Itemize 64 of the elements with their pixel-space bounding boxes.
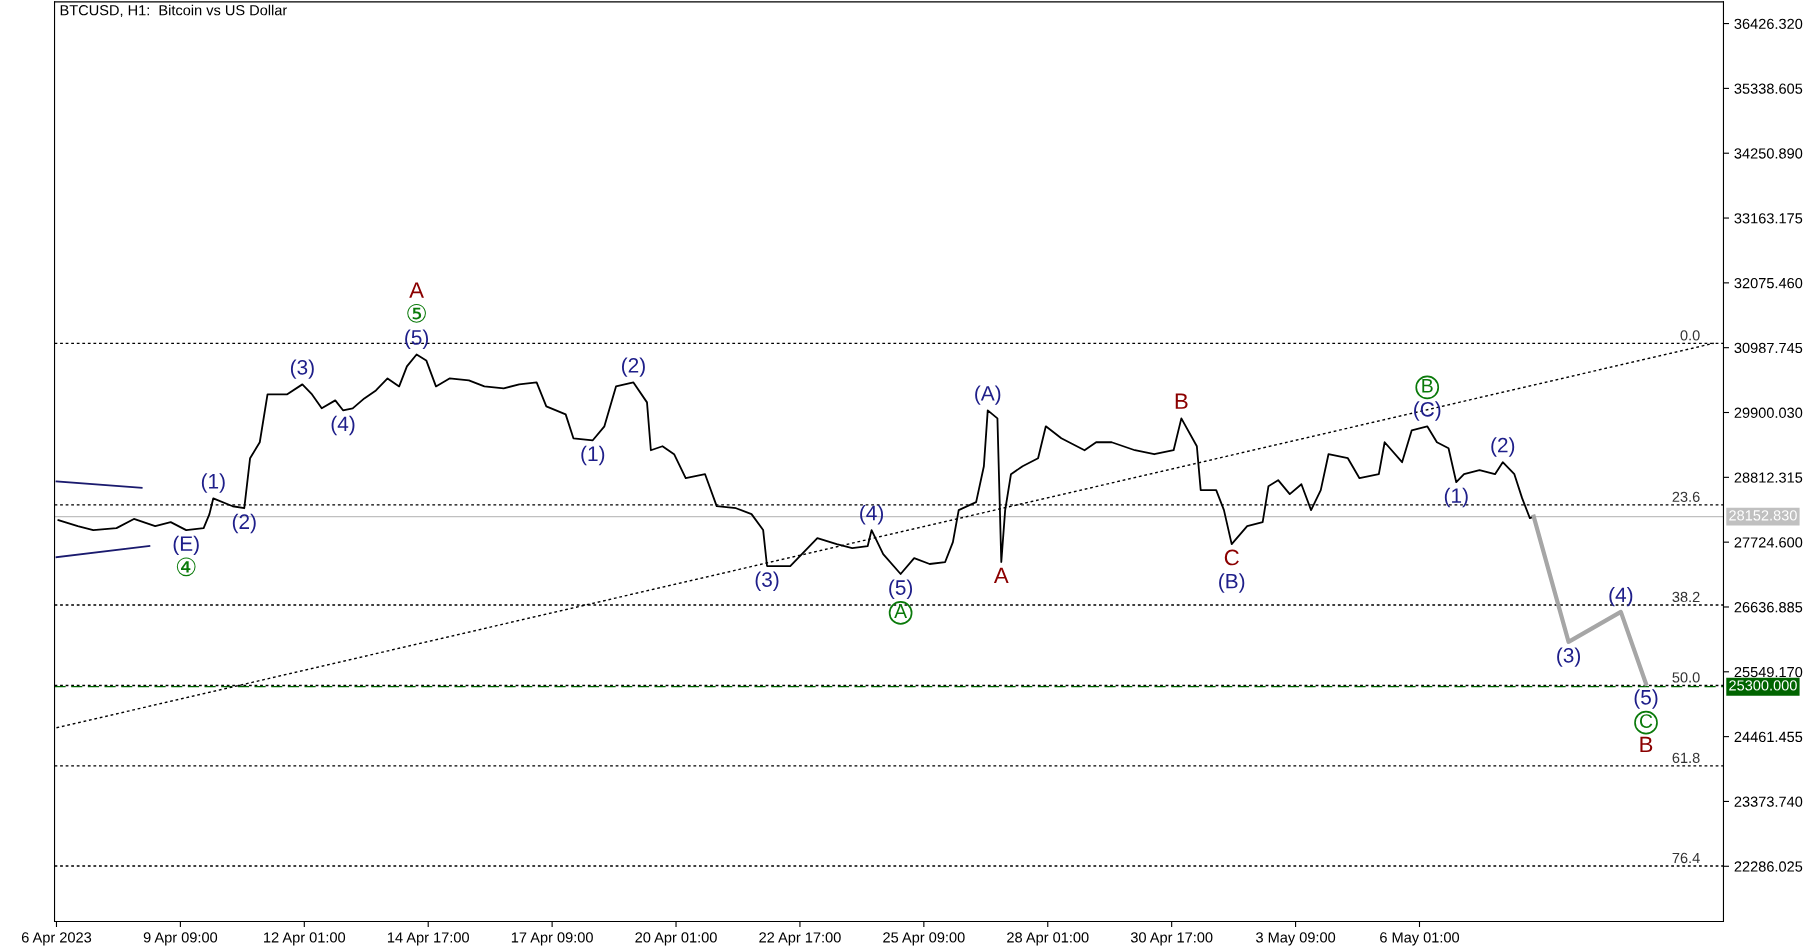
annotation: A	[409, 282, 424, 298]
x-tick-label: 14 Apr 17:00	[387, 932, 469, 946]
x-tick-label: 22 Apr 17:00	[759, 932, 841, 946]
y-tick-label: 30987.745	[1734, 342, 1803, 354]
x-tick-label: 30 Apr 17:00	[1130, 932, 1213, 946]
annotation: (5)	[405, 329, 429, 349]
x-tick-label: 20 Apr 01:00	[635, 932, 717, 946]
y-tick-label: 26636.885	[1734, 602, 1803, 613]
annotation: (4)	[860, 505, 884, 525]
annotation: (5)	[1634, 689, 1658, 709]
y-tick-label: 25549.170	[1734, 666, 1803, 678]
annotation: (3)	[755, 571, 779, 592]
x-tick-label: 3 May 09:00	[1256, 932, 1336, 946]
y-tick-label: 22286.025	[1734, 861, 1803, 872]
y-tick-label: 32075.460	[1734, 277, 1803, 289]
annotation: (C)	[1414, 401, 1441, 421]
x-tick-label: 6 Apr 2023	[21, 932, 92, 946]
annotation: 0.0	[1680, 330, 1700, 341]
y-tick-label: 36426.320	[1734, 18, 1803, 29]
annotation: (1)	[201, 473, 225, 493]
annotation: B	[1422, 379, 1433, 393]
annotation: (B)	[1219, 573, 1245, 593]
annotation: A	[993, 567, 1009, 584]
ref-line-label: 25300.000	[1729, 680, 1797, 691]
annotation: 76.4	[1672, 852, 1700, 864]
annotation: (2)	[1491, 437, 1515, 457]
annotation: ④	[176, 557, 196, 577]
annotation: ⑤	[407, 304, 426, 323]
annotation: 50.0	[1672, 672, 1700, 683]
annotation: 38.2	[1672, 591, 1700, 603]
annotation: (3)	[290, 359, 314, 379]
annotation: (E)	[173, 535, 199, 556]
annotation: C	[1224, 549, 1239, 566]
annotation: C	[1639, 714, 1653, 728]
annotation: (1)	[1444, 487, 1468, 508]
annotation: (3)	[1557, 647, 1581, 667]
x-tick-label: 6 May 01:00	[1380, 932, 1460, 946]
chart-title: BTCUSD, H1: Bitcoin vs US Dollar	[60, 4, 288, 18]
annotation: (A)	[975, 385, 1001, 405]
y-tick-label: 33163.175	[1734, 213, 1803, 224]
x-tick-label: 12 Apr 01:00	[264, 932, 346, 946]
y-tick-label: 28812.315	[1734, 472, 1803, 483]
annotation: A	[894, 604, 908, 618]
y-tick-label: 35338.605	[1734, 83, 1803, 94]
annotation: (5)	[889, 579, 913, 599]
annotation: 61.8	[1672, 752, 1700, 764]
y-tick-label: 24461.455	[1734, 731, 1803, 743]
x-tick-label: 9 Apr 09:00	[143, 932, 218, 946]
x-tick-label: 25 Apr 09:00	[883, 932, 965, 946]
y-tick-label: 23373.740	[1734, 796, 1803, 807]
annotation: B	[1640, 736, 1653, 753]
annotation: (1)	[581, 445, 605, 466]
x-tick-label: 28 Apr 01:00	[1007, 932, 1089, 946]
annotation: (2)	[622, 357, 645, 377]
x-tick-label: 17 Apr 09:00	[511, 932, 593, 946]
annotation: B	[1175, 393, 1188, 409]
annotation: (2)	[232, 513, 256, 534]
ref-line-label: 28152.830	[1729, 510, 1797, 521]
y-tick-label: 29900.030	[1734, 407, 1803, 418]
annotation: (4)	[331, 415, 355, 436]
annotation: (4)	[1609, 586, 1633, 607]
y-tick-label: 34250.890	[1734, 148, 1803, 159]
y-tick-label: 27724.600	[1734, 537, 1803, 548]
annotation: 23.6	[1672, 491, 1700, 502]
